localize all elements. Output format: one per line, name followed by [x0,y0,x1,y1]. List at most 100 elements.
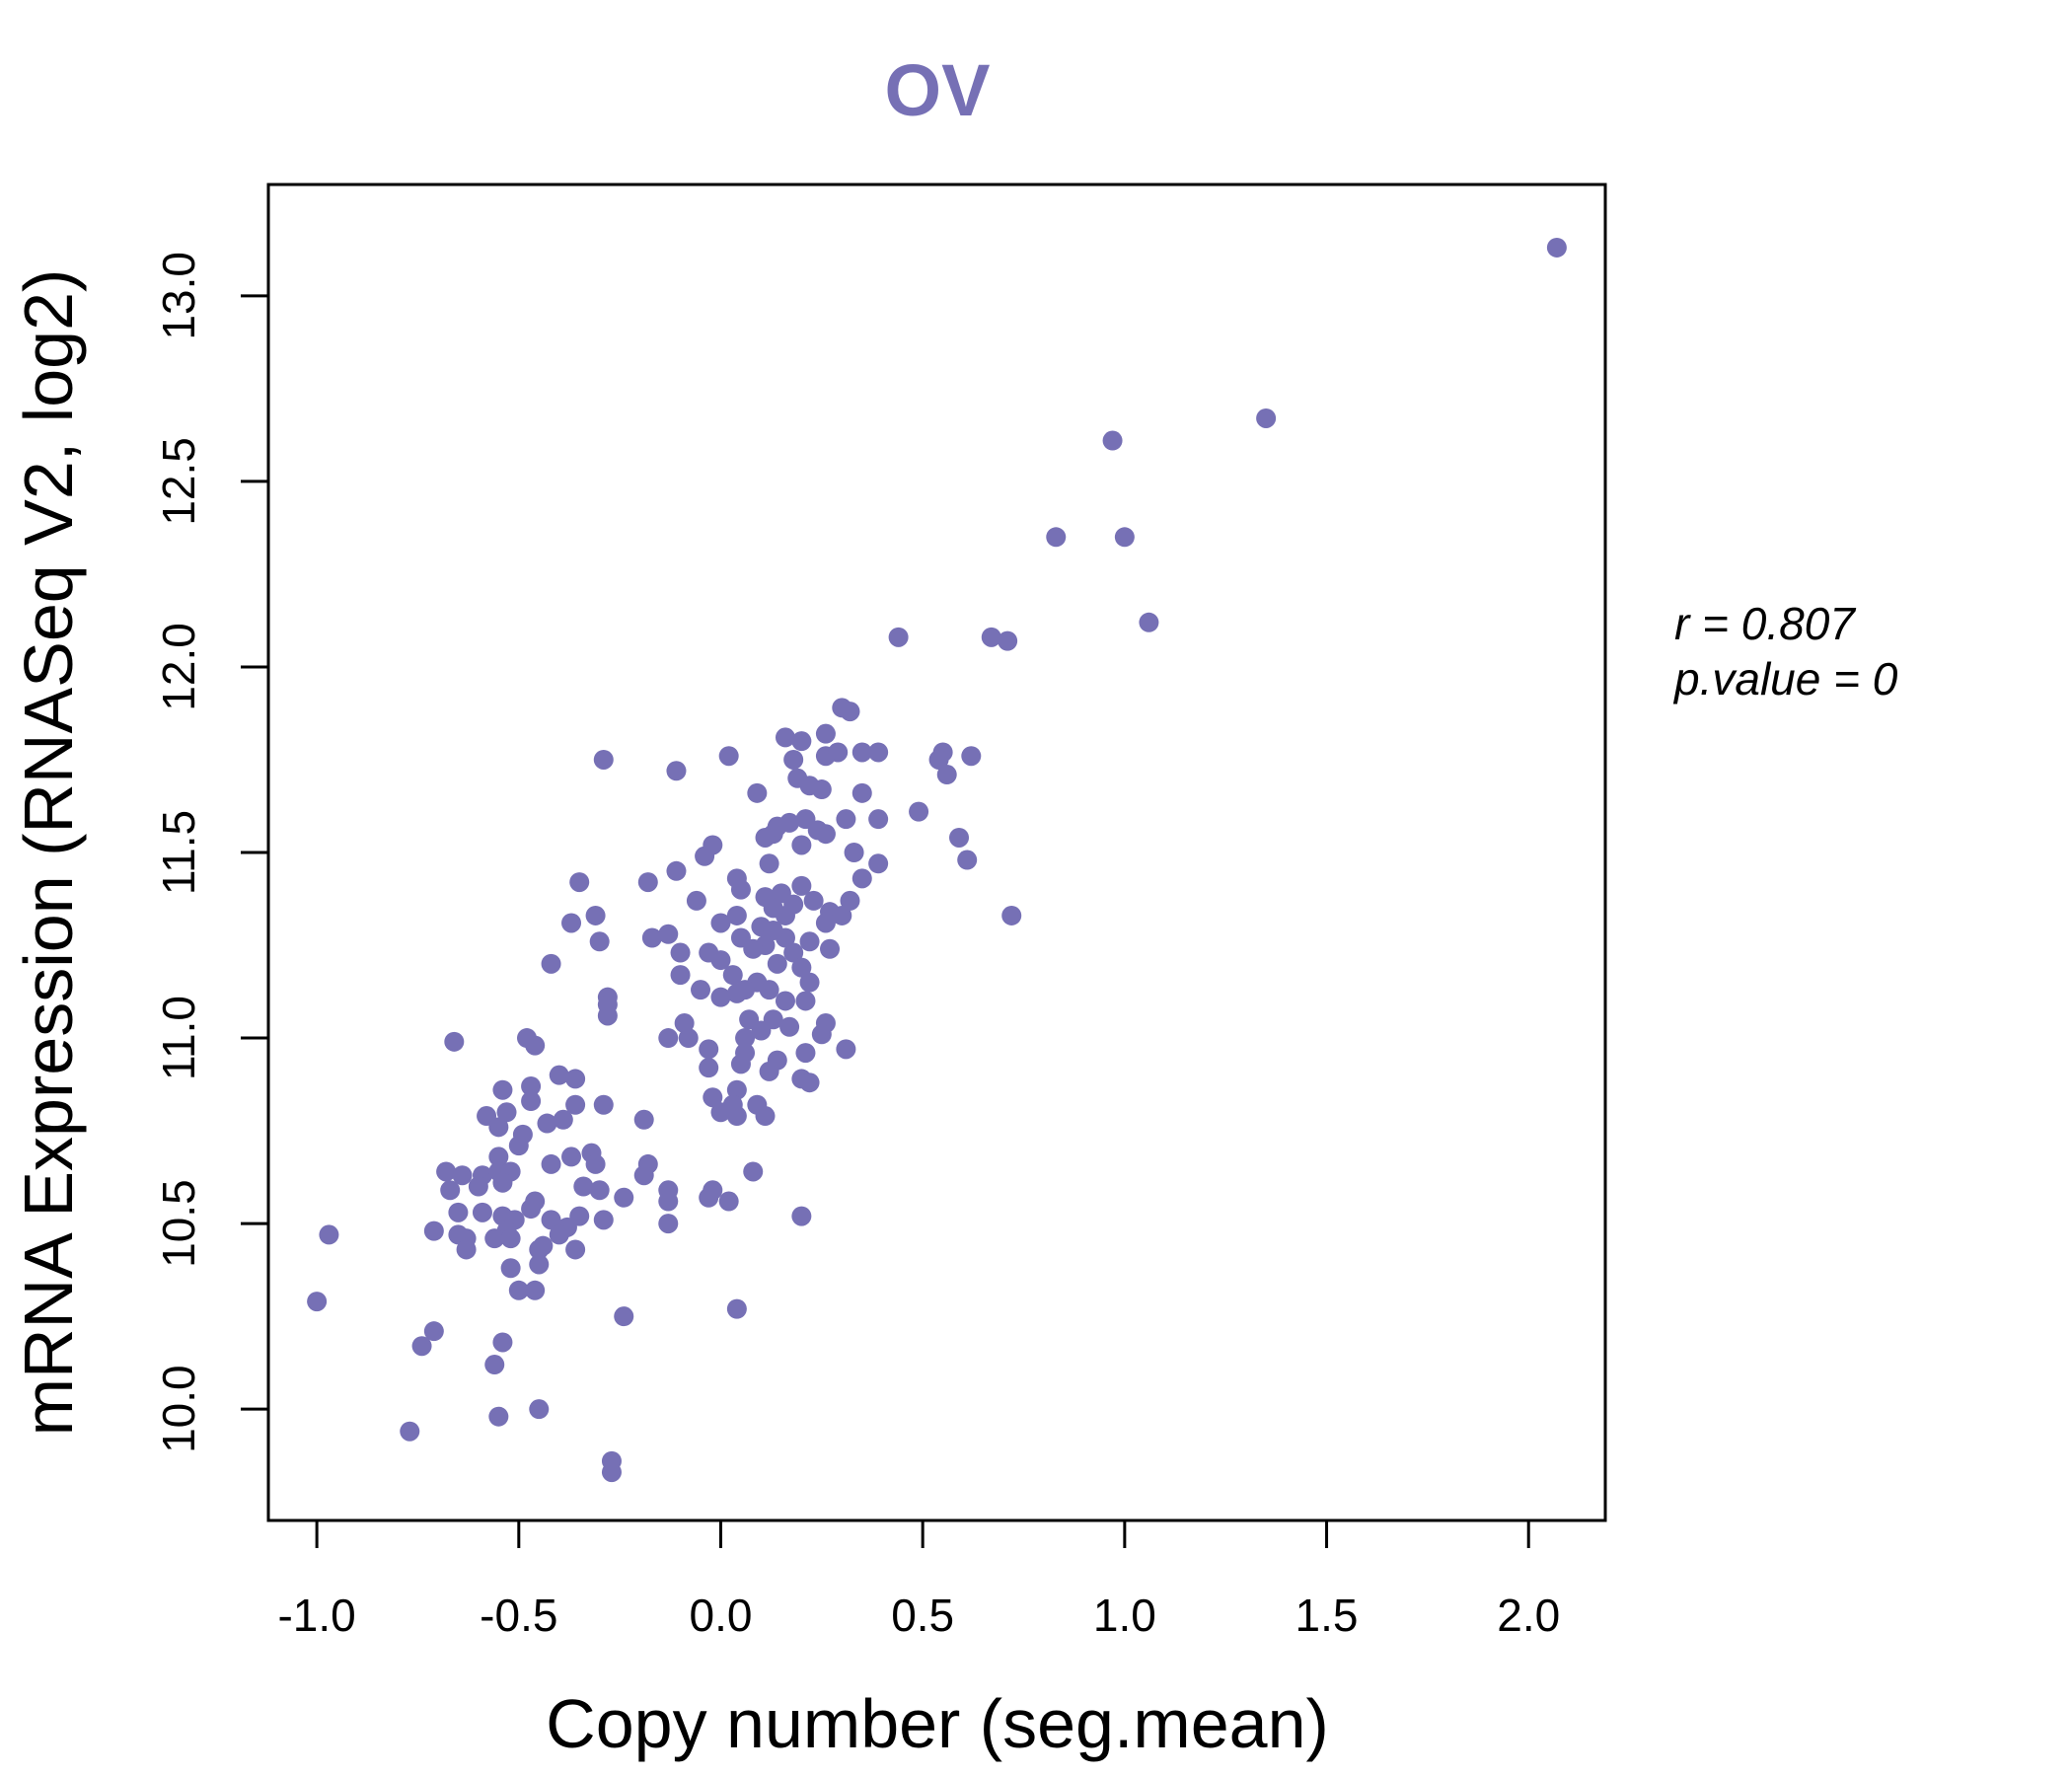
data-point [1001,905,1022,925]
data-point [726,1079,747,1100]
correlation-annotation: r = 0.807 [1674,598,1856,649]
x-tick-label: 0.0 [690,1590,753,1641]
data-point [726,983,747,1003]
y-tick-label: 13.0 [153,252,204,340]
data-point [614,1306,634,1327]
data-point [755,1106,776,1127]
data-point [508,1280,529,1300]
data-point [633,1109,654,1130]
data-point [488,1117,509,1138]
data-point [472,1202,492,1222]
x-tick-label: 1.0 [1093,1590,1156,1641]
data-point [1139,612,1159,632]
data-point [851,868,872,889]
data-point [779,1016,800,1037]
data-point [799,1073,820,1093]
data-point [525,1280,546,1300]
data-point [928,749,949,770]
data-point [791,1206,812,1226]
data-point [569,872,590,893]
data-point [541,1210,561,1230]
data-point [730,879,751,900]
data-point [836,1039,856,1060]
data-point [751,1020,772,1041]
data-point [730,1054,751,1074]
data-point [678,1028,699,1049]
x-axis-label: Copy number (seg.mean) [546,1685,1329,1762]
data-point [658,924,679,944]
data-point [851,782,872,803]
plot-frame [266,183,1607,1522]
data-point [961,746,982,767]
data-point [710,950,731,971]
data-point [799,972,820,993]
data-point [1046,527,1067,548]
data-point [500,1258,521,1279]
data-point [803,890,824,911]
data-point [811,779,832,800]
data-point [759,1061,779,1081]
data-point [674,1013,695,1034]
data-point [949,827,970,848]
data-point [484,1355,505,1375]
data-point [436,1161,457,1182]
data-point [448,1202,469,1222]
data-point [747,782,768,803]
points-layer [307,237,1567,1483]
data-point [1546,237,1567,258]
data-point [508,1136,529,1156]
x-tick-label: 1.5 [1295,1590,1359,1641]
data-point [561,913,582,933]
data-point [703,1087,723,1108]
data-point [981,627,1001,647]
pvalue-annotation: p.value = 0 [1672,653,1898,704]
data-point [775,927,795,948]
data-point [525,1035,546,1056]
data-point [319,1224,339,1245]
data-point [541,1153,561,1174]
data-point [815,723,836,744]
data-point [565,1094,586,1115]
data-point [759,980,779,1000]
data-point [521,1090,542,1111]
data-point [593,1210,614,1230]
data-point [452,1165,473,1186]
data-point [529,1254,550,1275]
data-point [840,890,860,911]
data-point [759,853,779,874]
x-tick-label: 0.5 [891,1590,954,1641]
data-point [868,809,889,830]
data-point [1102,430,1123,451]
y-tick-label: 12.5 [153,437,204,526]
data-point [699,1187,719,1208]
data-point [743,938,764,959]
data-point [767,953,787,974]
data-point [521,1199,542,1220]
data-point [529,1399,550,1420]
data-point [783,942,804,963]
data-point [795,1043,816,1064]
data-point [666,761,687,781]
data-point [775,727,795,748]
data-point [553,1109,573,1130]
data-point [440,1180,461,1201]
data-point [670,942,691,963]
data-point [844,843,864,862]
data-point [832,905,852,925]
data-point [537,1113,557,1134]
data-point [815,913,836,933]
data-point [307,1292,328,1312]
data-point [791,875,812,896]
data-point [488,1406,509,1427]
y-tick-label: 11.0 [153,996,204,1080]
data-point [565,1239,586,1260]
data-point [726,1298,747,1319]
data-point [787,768,808,788]
data-point [791,835,812,855]
data-point [593,749,614,770]
data-point [791,731,812,752]
data-point [492,1172,513,1193]
data-point [658,1028,679,1049]
data-point [585,1153,606,1174]
